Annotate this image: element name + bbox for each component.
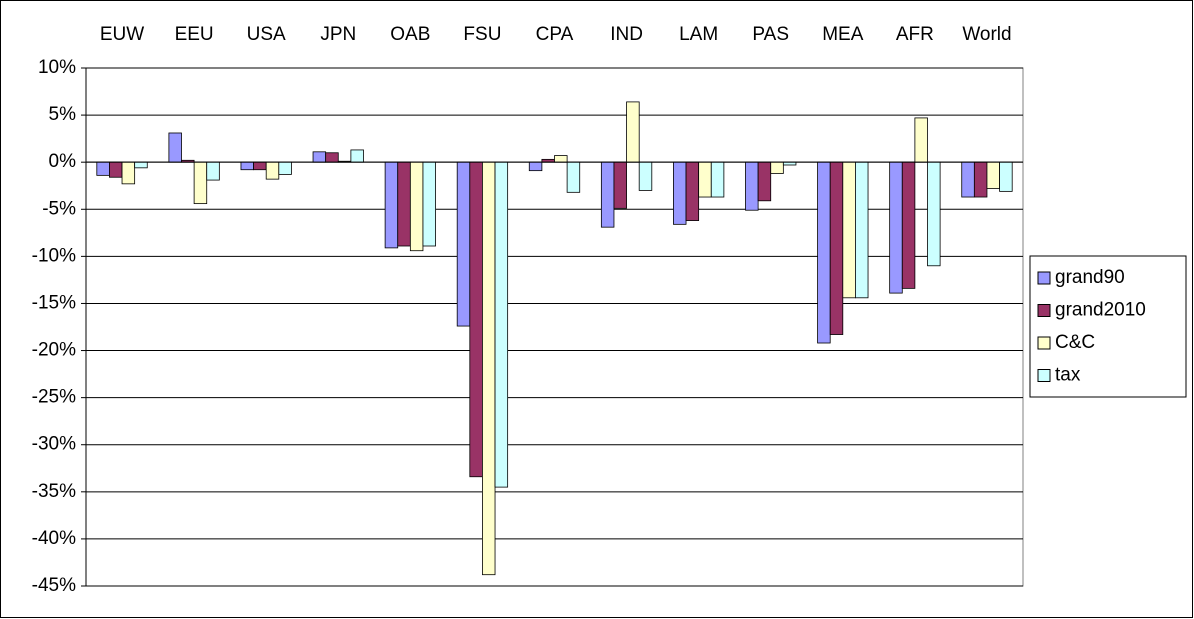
x-tick-label: OAB (390, 24, 430, 45)
y-tick-label: -10% (32, 245, 76, 266)
y-tick-label: -20% (32, 340, 76, 361)
bar (206, 161, 220, 181)
bar (829, 161, 844, 335)
bar (999, 161, 1013, 192)
bar (384, 161, 399, 249)
bar (566, 161, 581, 193)
bar (265, 161, 280, 180)
x-tick-label: PAS (752, 24, 789, 45)
bar (817, 161, 831, 344)
x-tick-label: JPN (320, 24, 356, 45)
bar (240, 161, 254, 171)
y-tick-label: -5% (42, 198, 76, 219)
x-tick-label: EUW (100, 24, 144, 45)
legend-label: C&C (1055, 332, 1095, 353)
bar (422, 161, 436, 247)
x-tick-label: FSU (463, 24, 501, 45)
bar (710, 161, 725, 198)
bar (494, 161, 509, 488)
y-tick-label: -15% (32, 292, 76, 313)
bar (397, 161, 411, 247)
bar (109, 161, 123, 178)
bar (312, 151, 327, 163)
bar (253, 161, 267, 171)
x-tick-label: EEU (175, 24, 214, 45)
bar (456, 161, 471, 327)
legend-swatch (1037, 271, 1051, 285)
x-tick-label: USA (247, 24, 286, 45)
legend-swatch (1037, 304, 1051, 317)
legend-label: tax (1055, 365, 1081, 386)
bar (961, 161, 975, 198)
bar (927, 161, 941, 267)
x-tick-label: LAM (679, 24, 718, 45)
bar (698, 161, 712, 198)
y-tick-label: -45% (32, 575, 76, 596)
x-tick-label: IND (610, 24, 643, 45)
y-tick-label: -25% (32, 387, 76, 408)
x-tick-label: CPA (536, 24, 574, 45)
bar (770, 161, 784, 174)
bar (409, 161, 424, 252)
x-tick-label: World (962, 24, 1011, 45)
y-tick-label: 5% (49, 104, 77, 125)
x-tick-label: AFR (896, 24, 934, 45)
bar (855, 161, 869, 299)
bar (350, 149, 364, 163)
plot-area (85, 67, 1024, 587)
bar (613, 161, 627, 209)
bar (469, 161, 483, 478)
bar (626, 101, 640, 163)
bar (901, 161, 916, 289)
legend-swatch (1037, 336, 1051, 350)
legend-label: grand2010 (1055, 300, 1146, 321)
legend-box (1029, 255, 1187, 398)
bar (482, 161, 496, 576)
bar (842, 161, 856, 299)
bar (325, 152, 339, 163)
bar (134, 161, 148, 169)
bar (673, 161, 687, 225)
bar (889, 161, 903, 294)
bar (638, 161, 653, 191)
bar (528, 161, 543, 172)
y-tick-label: -30% (32, 434, 76, 455)
bar (986, 161, 1000, 189)
bar (278, 161, 292, 175)
bar (168, 132, 182, 163)
y-tick-label: 0% (49, 151, 77, 172)
legend-label: grand90 (1055, 267, 1125, 288)
bar (554, 155, 568, 163)
bar (600, 161, 615, 228)
bar (914, 117, 928, 163)
bar (121, 161, 136, 185)
bar (685, 161, 700, 221)
y-tick-label: 10% (38, 57, 76, 78)
bar (745, 161, 759, 211)
y-tick-label: -40% (32, 528, 76, 549)
bar (96, 161, 110, 176)
y-tick-label: -35% (32, 481, 76, 502)
x-tick-label: MEA (822, 24, 864, 45)
legend-swatch (1037, 369, 1051, 382)
bar (193, 161, 208, 205)
bar (757, 161, 772, 202)
bar (973, 161, 988, 198)
